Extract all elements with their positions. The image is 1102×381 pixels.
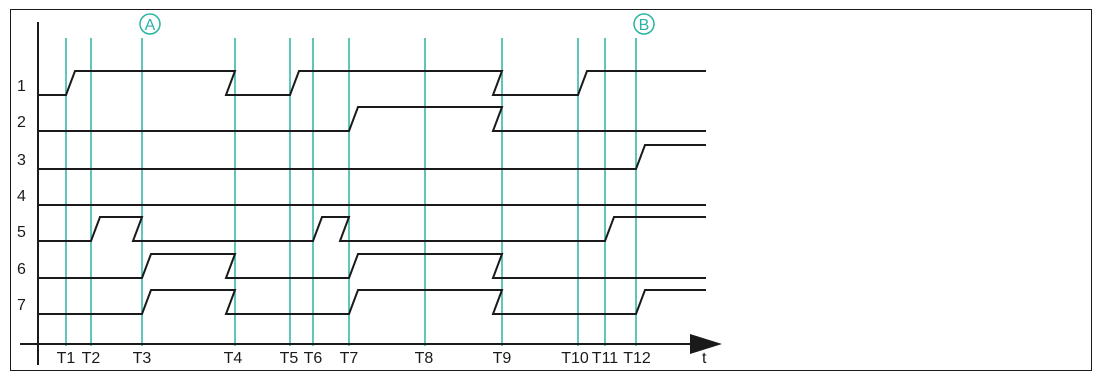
signal-traces [38,70,706,315]
signal-trace-5 [38,216,706,242]
diagram-frame [10,9,1092,371]
signal-label-6: 6 [17,261,26,278]
time-label-t4: T4 [224,350,243,367]
signal-trace-6 [38,253,706,279]
signal-trace-2 [38,106,706,132]
signal-label-1: 1 [17,78,26,95]
signal-label-4: 4 [17,188,26,205]
time-label-t5: T5 [280,350,299,367]
callout-label-b: B [639,17,650,34]
time-label-t6: T6 [304,350,323,367]
callout-circle-a [139,13,161,35]
time-label-t11: T11 [592,350,618,367]
time-label-t9: T9 [493,350,512,367]
signal-label-5: 5 [17,224,26,241]
time-label-t2: T2 [82,350,101,367]
signal-label-2: 2 [17,114,26,131]
time-label-t3: T3 [133,350,152,367]
time-axis: t [20,22,722,367]
signal-trace-3 [38,144,706,170]
signal-label-3: 3 [17,152,26,169]
time-label-t10: T10 [561,350,589,367]
signal-trace-7 [38,289,706,315]
time-labels: T1 T2 T3 T4 T5 T6 T7 T8 T9 T10 T11 T12 [57,350,651,367]
axis-label-t: t [702,350,707,367]
signal-trace-1 [38,70,706,96]
time-marker-lines [65,38,637,346]
signal-labels: 1 2 3 4 5 6 7 [17,78,26,314]
time-label-t7: T7 [340,350,359,367]
signal-label-7: 7 [17,297,26,314]
x-axis-arrowhead [690,334,722,354]
callout-circle-b [633,13,655,35]
time-label-t1: T1 [57,350,76,367]
time-label-t8: T8 [415,350,434,367]
time-label-t12: T12 [623,350,651,367]
callout-label-a: A [145,17,156,34]
